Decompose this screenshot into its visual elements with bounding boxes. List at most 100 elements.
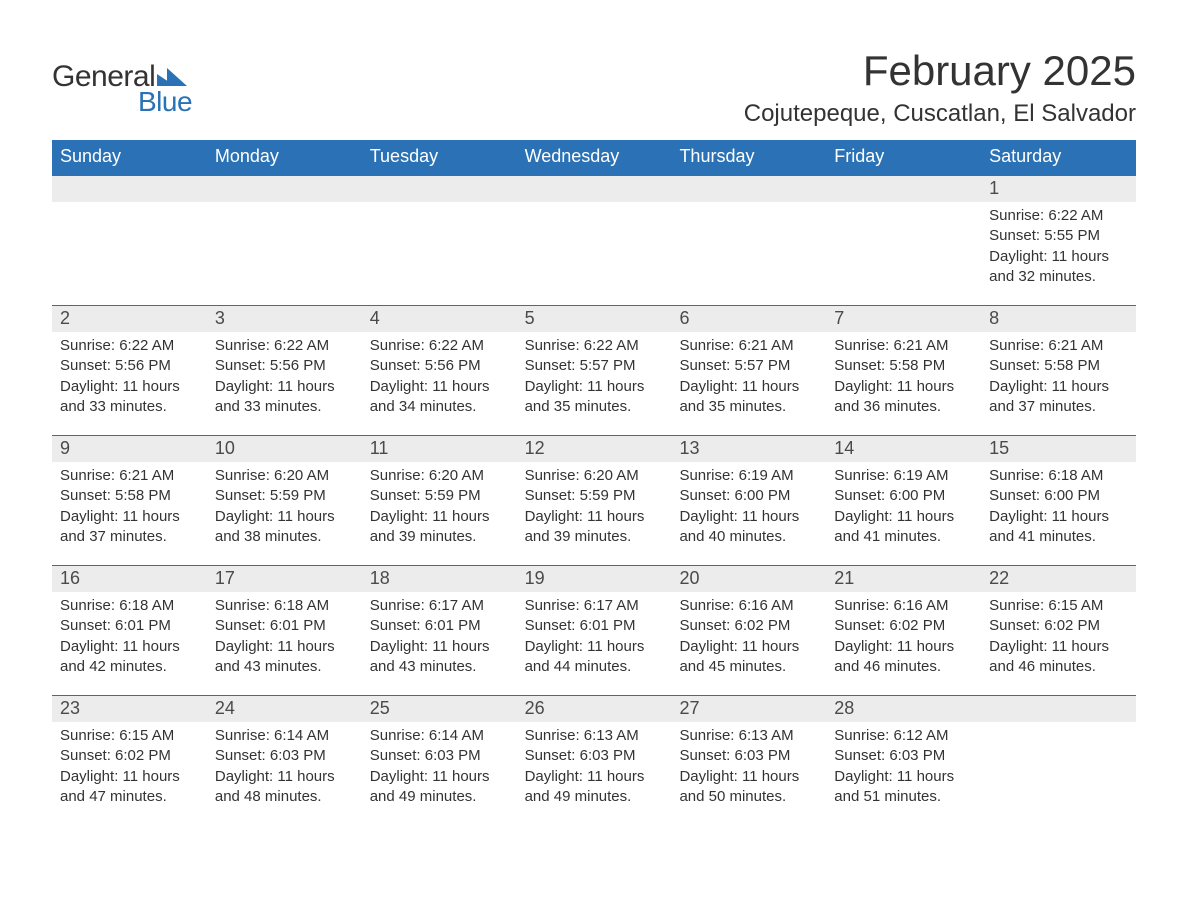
sunrise-text: Sunrise: 6:17 AM (525, 596, 664, 616)
daylight-text: Daylight: 11 hours and 42 minutes. (60, 637, 199, 678)
day-detail: Sunrise: 6:18 AMSunset: 6:00 PMDaylight:… (981, 462, 1136, 547)
sunrise-text: Sunrise: 6:14 AM (370, 726, 509, 746)
daylight-text: Daylight: 11 hours and 46 minutes. (989, 637, 1128, 678)
daylight-text: Daylight: 11 hours and 43 minutes. (215, 637, 354, 678)
sunset-text: Sunset: 6:01 PM (370, 616, 509, 636)
day-number: 11 (362, 436, 517, 462)
sunrise-text: Sunrise: 6:18 AM (989, 466, 1128, 486)
day-detail: Sunrise: 6:22 AMSunset: 5:55 PMDaylight:… (981, 202, 1136, 287)
day-number: 14 (826, 436, 981, 462)
day-number: 1 (981, 176, 1136, 202)
sunset-text: Sunset: 6:02 PM (679, 616, 818, 636)
day-detail: Sunrise: 6:21 AMSunset: 5:57 PMDaylight:… (671, 332, 826, 417)
day-detail-row: Sunrise: 6:22 AM Sunset: 5:56 PM Daylight:… (52, 332, 1136, 435)
day-detail-row: Sunrise: 6:21 AMSunset: 5:58 PMDaylight:… (52, 462, 1136, 565)
day-detail: Sunrise: 6:16 AMSunset: 6:02 PMDaylight:… (671, 592, 826, 677)
day-detail (52, 202, 207, 287)
sunset-text: Sunset: 6:02 PM (989, 616, 1128, 636)
day-number-row: 2345678 (52, 306, 1136, 332)
sunset-text: Sunset: 5:56 PM (60, 356, 199, 376)
page-header: General Blue February 2025 Cojutepeque, … (52, 48, 1136, 128)
day-detail (517, 202, 672, 287)
day-detail: Sunrise: 6:16 AMSunset: 6:02 PMDaylight:… (826, 592, 981, 677)
sunrise-text: Sunrise: 6:18 AM (60, 596, 199, 616)
day-number: 2 (52, 306, 207, 332)
day-number: 18 (362, 566, 517, 592)
sunrise-text: Sunrise: 6:16 AM (834, 596, 973, 616)
daylight-text: Daylight: 11 hours and 43 minutes. (370, 637, 509, 678)
weekday-header-row: Sunday Monday Tuesday Wednesday Thursday… (52, 140, 1136, 175)
day-number: 17 (207, 566, 362, 592)
sunrise-text: Sunrise: 6:21 AM (989, 336, 1128, 356)
sunrise-text: Sunrise: 6:22 AM (525, 336, 664, 356)
day-detail (981, 722, 1136, 807)
day-detail (362, 202, 517, 287)
day-number: 3 (207, 306, 362, 332)
day-detail: Sunrise: 6:17 AMSunset: 6:01 PMDaylight:… (362, 592, 517, 677)
day-number: 22 (981, 566, 1136, 592)
week-block: 16171819202122Sunrise: 6:18 AMSunset: 6:… (52, 565, 1136, 695)
daylight-text: Daylight: 11 hours and 39 minutes. (370, 507, 509, 548)
day-number: 20 (671, 566, 826, 592)
day-detail: Sunrise: 6:15 AMSunset: 6:02 PMDaylight:… (981, 592, 1136, 677)
day-detail: Sunrise: 6:17 AMSunset: 6:01 PMDaylight:… (517, 592, 672, 677)
daylight-text: Daylight: 11 hours and 35 minutes. (679, 377, 818, 418)
weekday-header: Friday (826, 140, 981, 175)
sunrise-text: Sunrise: 6:20 AM (370, 466, 509, 486)
day-detail: Sunrise: 6:19 AMSunset: 6:00 PMDaylight:… (671, 462, 826, 547)
day-detail: Sunrise: 6:22 AMSunset: 5:56 PMDaylight:… (362, 332, 517, 417)
day-number: 10 (207, 436, 362, 462)
daylight-text: Daylight: 11 hours and 33 minutes. (215, 377, 354, 418)
sunrise-text: Sunrise: 6:13 AM (525, 726, 664, 746)
weekday-header: Sunday (52, 140, 207, 175)
sunset-text: Sunset: 6:03 PM (215, 746, 354, 766)
daylight-text: Daylight: 11 hours and 45 minutes. (679, 637, 818, 678)
day-number: 13 (671, 436, 826, 462)
daylight-text: Daylight: 11 hours and 47 minutes. (60, 767, 199, 808)
day-number: 28 (826, 696, 981, 722)
day-number: 6 (671, 306, 826, 332)
weekday-header: Tuesday (362, 140, 517, 175)
sunset-text: Sunset: 6:02 PM (60, 746, 199, 766)
sunrise-text: Sunrise: 6:18 AM (215, 596, 354, 616)
daylight-text: Daylight: 11 hours and 32 minutes. (989, 247, 1128, 288)
logo-word-blue: Blue (52, 88, 192, 116)
brand-logo: General Blue (52, 48, 192, 116)
day-detail: Sunrise: 6:20 AMSunset: 5:59 PMDaylight:… (207, 462, 362, 547)
day-number: 16 (52, 566, 207, 592)
daylight-text: Daylight: 11 hours and 40 minutes. (679, 507, 818, 548)
day-number: 4 (362, 306, 517, 332)
day-detail: Sunrise: 6:18 AMSunset: 6:01 PMDaylight:… (207, 592, 362, 677)
sunset-text: Sunset: 5:55 PM (989, 226, 1128, 246)
sunset-text: Sunset: 5:58 PM (60, 486, 199, 506)
month-title: February 2025 (744, 48, 1136, 94)
sunset-text: Sunset: 5:58 PM (989, 356, 1128, 376)
daylight-text: Daylight: 11 hours and 37 minutes. (60, 507, 199, 548)
sunrise-text: Sunrise: 6:22 AM (215, 336, 354, 356)
daylight-text: Daylight: 11 hours and 35 minutes. (525, 377, 664, 418)
day-number: 23 (52, 696, 207, 722)
sunset-text: Sunset: 6:01 PM (60, 616, 199, 636)
day-number-row: 9101112131415 (52, 436, 1136, 462)
day-number: 5 (517, 306, 672, 332)
daylight-text: Daylight: 11 hours and 36 minutes. (834, 377, 973, 418)
day-detail-row: Sunrise: 6:15 AMSunset: 6:02 PMDaylight:… (52, 722, 1136, 825)
day-number: 19 (517, 566, 672, 592)
daylight-text: Daylight: 11 hours and 50 minutes. (679, 767, 818, 808)
sunrise-text: Sunrise: 6:12 AM (834, 726, 973, 746)
day-number-row: 16171819202122 (52, 566, 1136, 592)
day-detail: Sunrise: 6:14 AMSunset: 6:03 PMDaylight:… (207, 722, 362, 807)
day-number: 21 (826, 566, 981, 592)
day-detail: Sunrise: 6:14 AMSunset: 6:03 PMDaylight:… (362, 722, 517, 807)
day-number: 7 (826, 306, 981, 332)
day-detail-row: Sunrise: 6:18 AMSunset: 6:01 PMDaylight:… (52, 592, 1136, 695)
day-number: 12 (517, 436, 672, 462)
sunset-text: Sunset: 5:56 PM (370, 356, 509, 376)
sunrise-text: Sunrise: 6:15 AM (989, 596, 1128, 616)
sunset-text: Sunset: 5:59 PM (525, 486, 664, 506)
week-block: 232425262728Sunrise: 6:15 AMSunset: 6:02… (52, 695, 1136, 825)
day-number (826, 176, 981, 202)
sunrise-text: Sunrise: 6:21 AM (60, 466, 199, 486)
day-number: 26 (517, 696, 672, 722)
sunset-text: Sunset: 5:57 PM (525, 356, 664, 376)
